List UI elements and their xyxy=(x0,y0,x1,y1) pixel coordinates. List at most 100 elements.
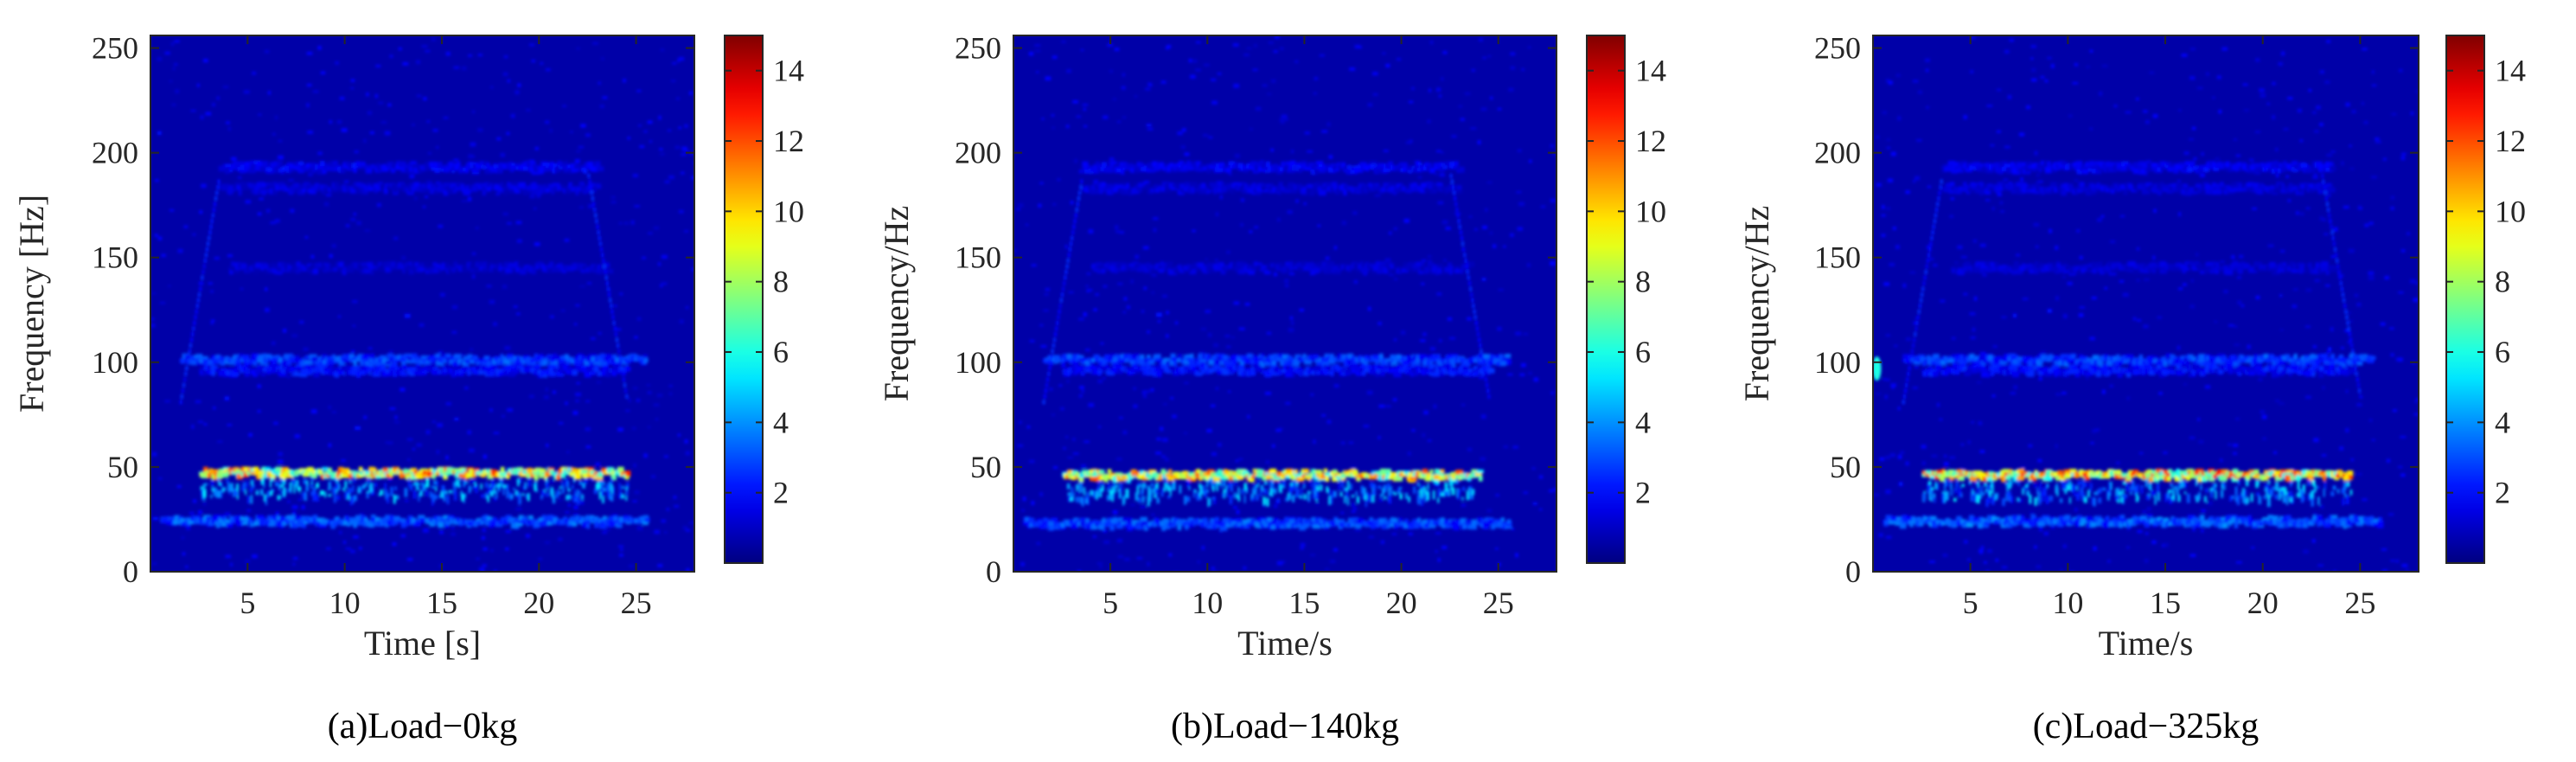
band-segment xyxy=(504,185,512,191)
band-segment xyxy=(1255,356,1260,362)
band-segment xyxy=(612,474,617,481)
band-spread xyxy=(1338,481,1341,491)
band-segment xyxy=(1397,354,1401,359)
ramp-segment xyxy=(590,190,593,195)
noise-speckle xyxy=(1549,489,1555,493)
band-spread xyxy=(1256,483,1259,487)
band-spread xyxy=(1156,497,1160,504)
band-segment xyxy=(503,519,509,524)
band-spread xyxy=(601,481,605,485)
band-segment xyxy=(382,467,390,473)
band-spread xyxy=(1194,490,1197,493)
band-spread xyxy=(260,489,264,496)
noise-speckle xyxy=(1531,467,1536,470)
band-segment xyxy=(263,360,269,364)
noise-speckle xyxy=(1058,384,1063,387)
band-segment xyxy=(285,168,291,173)
band-segment xyxy=(1409,477,1417,482)
noise-speckle xyxy=(1288,328,1294,332)
noise-speckle xyxy=(585,133,591,138)
band-segment xyxy=(1282,523,1290,528)
noise-speckle xyxy=(1063,446,1066,450)
band-segment xyxy=(1210,518,1217,522)
band-segment xyxy=(302,189,306,193)
noise-speckle xyxy=(1088,229,1094,234)
band-segment xyxy=(503,189,508,196)
band-segment xyxy=(572,467,578,472)
band-segment xyxy=(1495,355,1502,359)
noise-speckle xyxy=(1540,205,1546,208)
noise-speckle xyxy=(1122,430,1128,435)
noise-speckle xyxy=(528,394,534,399)
band-segment xyxy=(507,364,514,370)
noise-speckle xyxy=(653,403,660,407)
noise-speckle xyxy=(540,61,544,65)
band-segment xyxy=(284,265,291,270)
ramp-segment xyxy=(617,349,621,354)
noise-speckle xyxy=(585,427,591,432)
noise-speckle xyxy=(1363,425,1370,428)
band-segment xyxy=(227,367,234,372)
noise-speckle xyxy=(1394,278,1398,281)
noise-speckle xyxy=(1051,413,1055,416)
band-segment xyxy=(515,164,521,170)
noise-speckle xyxy=(164,400,170,403)
noise-speckle xyxy=(1134,94,1138,98)
noise-speckle xyxy=(493,322,497,326)
band-segment xyxy=(242,183,248,190)
band-segment xyxy=(601,357,606,363)
band-segment xyxy=(304,370,313,375)
band-spread xyxy=(312,493,316,502)
band-segment xyxy=(515,267,521,272)
band-spread xyxy=(1269,480,1273,489)
noise-speckle xyxy=(1313,439,1316,445)
band-segment xyxy=(1177,524,1182,531)
noise-speckle xyxy=(629,565,634,567)
band-segment xyxy=(1212,524,1218,529)
noise-speckle xyxy=(1045,288,1051,291)
y-tick-label: 100 xyxy=(92,345,138,380)
band-segment xyxy=(219,183,224,189)
band-segment xyxy=(409,370,415,376)
band-segment xyxy=(1104,522,1109,528)
noise-speckle xyxy=(566,451,570,453)
band-segment xyxy=(1136,355,1144,361)
band-segment xyxy=(389,266,398,271)
band-segment xyxy=(1144,525,1148,531)
band-spread xyxy=(374,483,377,487)
band-segment xyxy=(310,265,315,271)
band-segment xyxy=(1313,524,1320,529)
band-segment xyxy=(1160,469,1167,475)
noise-speckle xyxy=(627,137,630,140)
band-spread xyxy=(1115,484,1119,488)
band-segment xyxy=(610,356,617,362)
band-segment xyxy=(1185,523,1189,530)
band-spread xyxy=(312,487,316,495)
noise-speckle xyxy=(171,103,176,106)
noise-speckle xyxy=(1411,429,1416,432)
band-segment xyxy=(592,268,598,273)
noise-speckle xyxy=(445,51,451,56)
band-segment xyxy=(1286,355,1290,362)
band-spread xyxy=(236,483,240,491)
band-segment xyxy=(279,364,284,368)
band-segment xyxy=(286,184,292,189)
noise-speckle xyxy=(265,287,268,291)
band-segment xyxy=(512,182,519,186)
band-segment xyxy=(247,521,252,525)
band-segment xyxy=(425,266,431,271)
band-spread xyxy=(1370,482,1374,488)
noise-speckle xyxy=(1304,131,1310,135)
band-spread xyxy=(220,482,223,488)
noise-speckle xyxy=(688,91,693,95)
noise-speckle xyxy=(292,562,296,566)
band-spread xyxy=(1332,490,1334,498)
band-spread xyxy=(443,494,446,502)
band-segment xyxy=(288,515,296,521)
band-segment xyxy=(444,519,451,526)
band-segment xyxy=(1067,470,1074,476)
noise-speckle xyxy=(1300,542,1306,547)
band-segment xyxy=(1396,522,1402,527)
noise-speckle xyxy=(1147,561,1150,567)
band-segment xyxy=(549,261,554,266)
